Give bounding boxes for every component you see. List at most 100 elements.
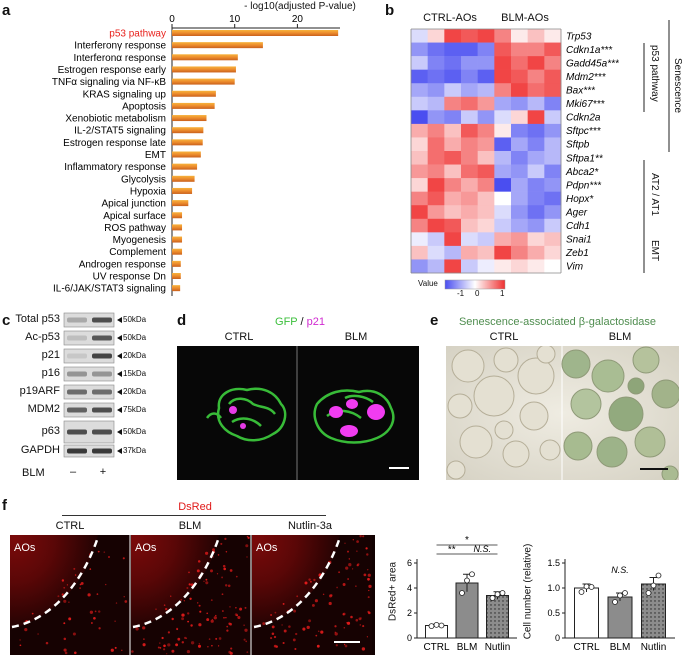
heatmap-cell bbox=[411, 123, 428, 138]
heatmap-cell bbox=[527, 83, 545, 98]
heatmap-cell bbox=[511, 245, 528, 260]
blot-kda-label-7: 37kDa bbox=[123, 446, 147, 455]
blot-row-label-1: Ac-p53 bbox=[25, 331, 60, 343]
dsred-speck bbox=[273, 644, 277, 648]
heatmap-cell bbox=[494, 245, 512, 260]
heatmap-cell bbox=[494, 69, 512, 84]
heatmap-cell bbox=[527, 232, 545, 247]
heatmap-cell bbox=[461, 42, 478, 57]
heatmap-cell bbox=[477, 69, 495, 84]
dsred-speck bbox=[205, 551, 209, 555]
y-tick-label: 4 bbox=[407, 583, 412, 593]
heatmap-cell bbox=[444, 232, 462, 247]
dsred-speck bbox=[344, 644, 348, 648]
y-tick-label: 0 bbox=[555, 633, 560, 643]
gene-label-14: Cdh1 bbox=[566, 221, 590, 232]
heatmap-cell bbox=[544, 245, 562, 260]
heatmap-cell bbox=[461, 83, 478, 98]
dsred-speck bbox=[273, 635, 277, 639]
pathway-label-9: Estrogen response late bbox=[63, 138, 166, 149]
dsred-speck bbox=[189, 597, 192, 600]
dsred-speck bbox=[316, 644, 320, 648]
ctrl-cyst bbox=[447, 393, 473, 419]
panel-e-title: Senescence-associated β-galactosidase bbox=[458, 316, 657, 328]
gene-label-3: Mdm2*** bbox=[566, 72, 607, 83]
panel-e-ctrl-label: CTRL bbox=[489, 331, 519, 343]
f-aos-label-ctrl: AOs bbox=[14, 542, 36, 554]
dsred-speck bbox=[24, 628, 28, 632]
dsred-speck bbox=[217, 554, 220, 556]
blot-lane-plus: + bbox=[99, 466, 107, 478]
dsred-speck bbox=[170, 595, 172, 597]
dsred-speck bbox=[208, 638, 211, 640]
ctrl-cyst bbox=[539, 439, 561, 461]
dsred-speck bbox=[302, 627, 306, 631]
panel-f-nutlin-label: Nutlin-3a bbox=[287, 520, 333, 532]
dsred-speck bbox=[185, 637, 188, 639]
ctrl-cyst bbox=[517, 357, 555, 395]
heatmap-cell bbox=[477, 164, 495, 179]
f-aos-label-nutlin: AOs bbox=[256, 542, 278, 554]
legend-tick-zero: 0 bbox=[475, 289, 480, 298]
dsred-speck bbox=[187, 612, 190, 615]
heatmap-cell bbox=[411, 232, 428, 247]
heatmap-cell bbox=[544, 123, 562, 138]
gene-label-7: Sftpc*** bbox=[566, 126, 602, 137]
ctrl-cyst bbox=[494, 420, 514, 440]
dsred-speck bbox=[335, 644, 338, 647]
gene-label-4: Bax*** bbox=[566, 86, 596, 97]
heatmap-cell bbox=[461, 69, 478, 84]
pathway-label-4: TNFα signaling via NF-κB bbox=[52, 77, 166, 88]
ctrl-cyst bbox=[451, 349, 485, 383]
dsred-speck bbox=[367, 573, 371, 577]
legend-tick-pos: 1 bbox=[500, 289, 505, 298]
dsred-speck bbox=[295, 632, 298, 636]
dsred-speck bbox=[80, 581, 84, 585]
dsred-speck bbox=[31, 612, 34, 615]
blot-row-label-3: p16 bbox=[41, 367, 60, 379]
panel-d-title: GFP / p21 bbox=[180, 316, 420, 328]
dsred-speck bbox=[367, 577, 370, 581]
dsred-speck bbox=[271, 625, 275, 629]
dsred-speck bbox=[64, 651, 68, 655]
heatmap-cell bbox=[527, 29, 545, 43]
bar-6 bbox=[172, 102, 215, 109]
heatmap-cell bbox=[427, 96, 445, 111]
dsred-speck bbox=[311, 603, 315, 607]
panel-e-micrographs bbox=[446, 346, 679, 480]
f-aos-label-blm: AOs bbox=[135, 542, 157, 554]
dsred-speck bbox=[198, 623, 202, 627]
datapoint-CTRL bbox=[578, 589, 585, 595]
kda-arrow-2 bbox=[117, 353, 122, 359]
gene-label-11: Pdpn*** bbox=[566, 180, 602, 191]
dsred-speck bbox=[196, 602, 199, 604]
bar-Nutlin bbox=[486, 595, 509, 639]
dsred-speck bbox=[143, 638, 145, 640]
dsred-speck bbox=[351, 568, 354, 570]
heatmap-cell bbox=[544, 96, 562, 111]
heatmap-cell bbox=[444, 69, 462, 84]
gene-label-8: Sftpb bbox=[566, 140, 590, 151]
heatmap-cell bbox=[427, 232, 445, 247]
heatmap-cell bbox=[427, 123, 445, 138]
bar-19 bbox=[172, 260, 181, 267]
blm-cyst bbox=[591, 359, 625, 393]
dsred-speck bbox=[217, 645, 220, 647]
dsred-speck bbox=[167, 643, 171, 647]
dsred-speck bbox=[207, 646, 209, 648]
heatmap-cell bbox=[427, 69, 445, 84]
dsred-speck bbox=[131, 650, 134, 653]
dsred-speck bbox=[344, 542, 346, 544]
dsred-speck bbox=[167, 631, 171, 634]
dsred-speck bbox=[348, 563, 352, 567]
pathway-label-1: Interferonγ response bbox=[74, 41, 166, 52]
dsred-speck bbox=[356, 564, 359, 567]
dsred-speck bbox=[229, 622, 232, 626]
band-blm-4 bbox=[92, 389, 112, 395]
pathway-label-2: Interferonα response bbox=[74, 53, 167, 64]
heatmap-cell bbox=[527, 110, 545, 125]
pathway-label-14: Apical junction bbox=[102, 199, 166, 210]
heatmap-cell bbox=[511, 56, 528, 70]
heatmap-cell bbox=[477, 110, 495, 125]
datapoint-Nutlin bbox=[655, 572, 662, 579]
